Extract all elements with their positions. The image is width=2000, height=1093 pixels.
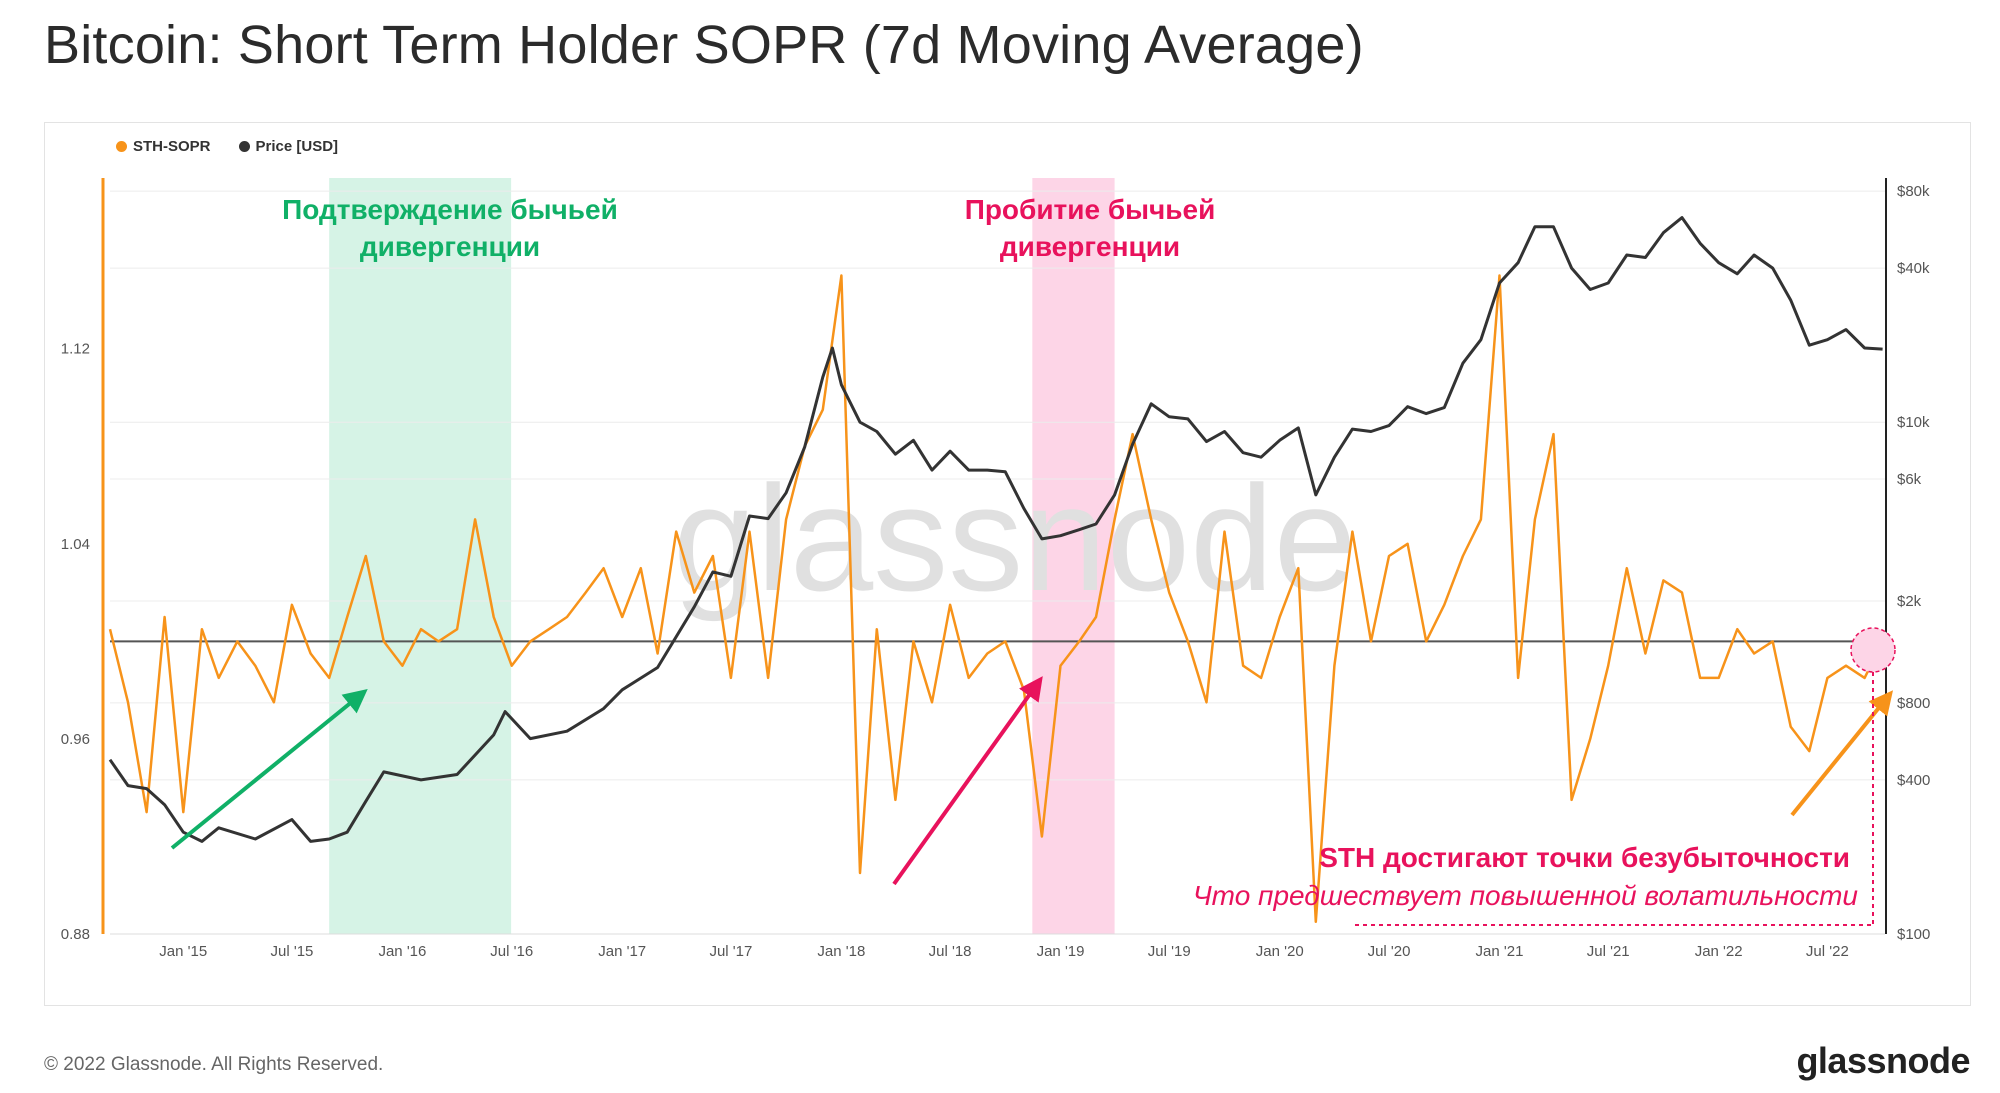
copyright-text: © 2022 Glassnode. All Rights Reserved. <box>44 1054 384 1075</box>
legend-label-price: Price [USD] <box>255 138 339 155</box>
legend-label-sopr: STH-SOPR <box>133 138 211 155</box>
shaded-period-confirm <box>329 178 512 934</box>
right-tick-label: $400 <box>1897 772 1930 789</box>
right-tick-label: $6k <box>1897 471 1922 488</box>
left-tick-label: 0.96 <box>61 731 90 748</box>
series-lines <box>108 216 1884 924</box>
annotation-breakeven: STH достигают точки безубыточности <box>1319 842 1850 873</box>
x-tick-label: Jan '16 <box>378 943 426 960</box>
x-tick-label: Jul '17 <box>709 943 752 960</box>
shaded-periods <box>329 178 1115 934</box>
annotation-arrows <box>170 627 1896 926</box>
watermark: glassnode <box>673 454 1357 622</box>
legend-item-price[interactable]: Price [USD] <box>238 138 339 155</box>
right-tick-label: $100 <box>1897 926 1930 943</box>
x-tick-label: Jul '15 <box>270 943 313 960</box>
x-tick-label: Jul '21 <box>1587 943 1630 960</box>
left-tick-label: 1.12 <box>61 341 90 358</box>
arrow-recent <box>1790 690 1894 817</box>
arrow-breakout <box>892 676 1043 886</box>
annotation-volatility: Что предшествует повышенной волатильност… <box>1192 880 1858 911</box>
legend-dot-price <box>238 141 250 152</box>
x-tick-label: Jan '15 <box>159 943 207 960</box>
right-tick-label: $2k <box>1897 593 1922 610</box>
right-tick-label: $80k <box>1897 183 1930 200</box>
x-tick-label: Jul '18 <box>929 943 972 960</box>
chart-legend: STH-SOPR Price [USD] <box>116 138 338 155</box>
axes <box>101 178 1887 935</box>
x-tick-label: Jul '20 <box>1368 943 1411 960</box>
sopr-line <box>108 274 1884 924</box>
legend-dot-sopr <box>116 141 127 152</box>
x-tick-label: Jul '16 <box>490 943 533 960</box>
right-tick-label: $40k <box>1897 260 1930 277</box>
x-tick-label: Jan '20 <box>1256 943 1304 960</box>
arrow-confirm <box>170 688 368 850</box>
right-tick-label: $800 <box>1897 695 1930 712</box>
left-tick-label: 1.04 <box>61 536 90 553</box>
left-tick-label: 0.88 <box>61 926 90 943</box>
x-tick-label: Jul '19 <box>1148 943 1191 960</box>
breakeven-marker <box>1850 627 1896 673</box>
right-tick-label: $10k <box>1897 414 1930 431</box>
x-tick-label: Jan '17 <box>598 943 646 960</box>
x-tick-label: Jan '19 <box>1037 943 1085 960</box>
x-tick-label: Jan '18 <box>817 943 865 960</box>
legend-item-sopr[interactable]: STH-SOPR <box>116 138 211 155</box>
tick-labels: Jan '15 Jul '15 Jan '16 Jul '16 Jan '17 Jul '… <box>61 183 1931 960</box>
annotation-breakout: Пробитие бычьей дивергенции <box>964 194 1216 262</box>
glassnode-logo[interactable]: glassnode <box>1796 1040 1970 1081</box>
x-tick-label: Jan '22 <box>1695 943 1743 960</box>
annotation-confirm: Подтверждение бычьей дивергенции <box>282 194 618 262</box>
price-line <box>108 216 1883 843</box>
x-tick-label: Jan '21 <box>1476 943 1524 960</box>
page-title: Bitcoin: Short Term Holder SOPR (7d Movi… <box>44 15 1364 75</box>
x-tick-label: Jul '22 <box>1806 943 1849 960</box>
